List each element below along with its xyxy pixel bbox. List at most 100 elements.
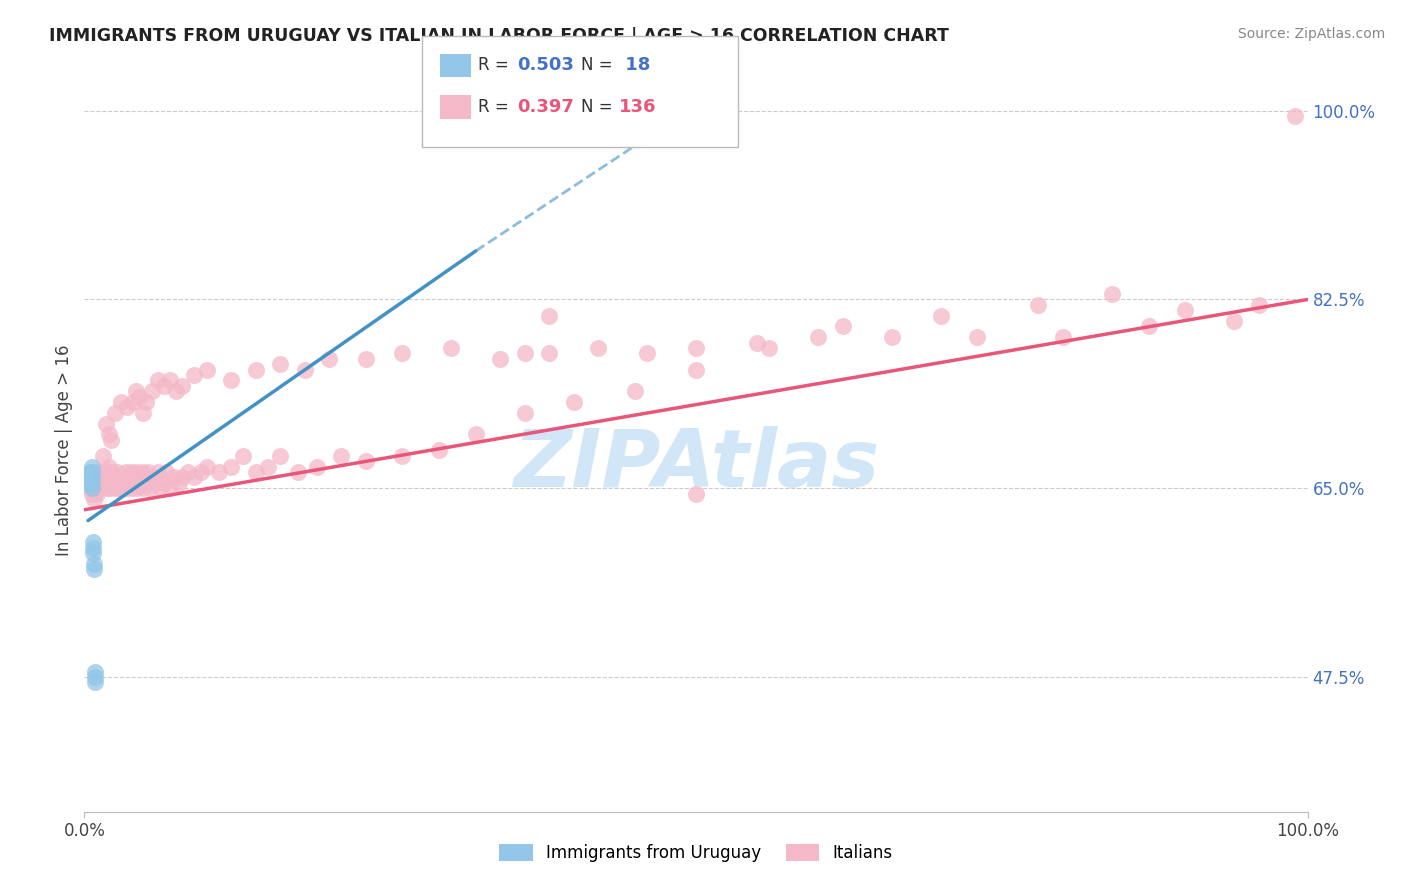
Point bbox=[121, 481, 143, 495]
Point bbox=[100, 433, 122, 447]
Point bbox=[685, 341, 707, 355]
Point bbox=[136, 465, 159, 479]
Point bbox=[929, 309, 952, 323]
Point bbox=[143, 475, 166, 490]
Point bbox=[100, 470, 122, 484]
Point bbox=[103, 470, 125, 484]
Point bbox=[115, 401, 138, 415]
Point bbox=[880, 330, 903, 344]
Point bbox=[97, 459, 120, 474]
Point bbox=[80, 475, 103, 490]
Text: N =: N = bbox=[581, 56, 617, 74]
Point bbox=[1052, 330, 1074, 344]
Point bbox=[464, 427, 486, 442]
Point bbox=[153, 475, 176, 490]
Point bbox=[586, 341, 609, 355]
Point bbox=[91, 449, 114, 463]
Point bbox=[195, 459, 218, 474]
Point bbox=[101, 475, 124, 490]
Point bbox=[96, 465, 118, 479]
Point bbox=[80, 470, 103, 484]
Point bbox=[98, 481, 121, 495]
Point bbox=[122, 470, 145, 484]
Point bbox=[111, 481, 134, 495]
Point bbox=[232, 449, 254, 463]
Point bbox=[318, 351, 340, 366]
Point bbox=[83, 562, 105, 576]
Point bbox=[132, 406, 155, 420]
Point bbox=[562, 395, 585, 409]
Point bbox=[141, 384, 163, 399]
Y-axis label: In Labor Force | Age > 16: In Labor Force | Age > 16 bbox=[55, 344, 73, 557]
Point bbox=[354, 454, 377, 468]
Point bbox=[172, 378, 194, 392]
Text: ZIPAtlas: ZIPAtlas bbox=[513, 425, 879, 504]
Point bbox=[110, 395, 132, 409]
Point bbox=[294, 362, 316, 376]
Point bbox=[104, 481, 127, 495]
Point bbox=[129, 470, 152, 484]
Point bbox=[165, 384, 187, 399]
Point bbox=[79, 470, 101, 484]
Point bbox=[105, 470, 128, 484]
Point bbox=[124, 475, 146, 490]
Point bbox=[96, 470, 118, 484]
Point bbox=[287, 465, 309, 479]
Point bbox=[538, 109, 561, 123]
Point bbox=[93, 465, 115, 479]
Point bbox=[624, 384, 647, 399]
Point bbox=[82, 541, 104, 555]
Point bbox=[79, 465, 101, 479]
Point bbox=[167, 475, 190, 490]
Point bbox=[80, 465, 103, 479]
Point bbox=[87, 481, 110, 495]
Point bbox=[538, 346, 561, 360]
Point bbox=[155, 465, 177, 479]
Point bbox=[391, 346, 413, 360]
Point bbox=[122, 395, 145, 409]
Legend: Immigrants from Uruguay, Italians: Immigrants from Uruguay, Italians bbox=[492, 837, 900, 869]
Point bbox=[128, 390, 150, 404]
Point bbox=[77, 475, 100, 490]
Point bbox=[84, 665, 107, 679]
Point bbox=[135, 395, 157, 409]
Point bbox=[245, 362, 267, 376]
Point bbox=[97, 427, 120, 442]
Point bbox=[831, 319, 853, 334]
Point bbox=[86, 475, 108, 490]
Text: 18: 18 bbox=[619, 56, 650, 74]
Point bbox=[96, 417, 118, 431]
Point bbox=[159, 481, 181, 495]
Point bbox=[120, 465, 142, 479]
Point bbox=[82, 546, 104, 560]
Point bbox=[118, 475, 141, 490]
Point bbox=[183, 368, 205, 382]
Point bbox=[747, 335, 769, 350]
Point bbox=[807, 330, 830, 344]
Point bbox=[269, 449, 291, 463]
Point bbox=[305, 459, 328, 474]
Point bbox=[86, 486, 108, 500]
Point bbox=[79, 481, 101, 495]
Point bbox=[685, 362, 707, 376]
Point bbox=[538, 309, 561, 323]
Text: R =: R = bbox=[478, 56, 515, 74]
Text: 0.503: 0.503 bbox=[517, 56, 574, 74]
Point bbox=[758, 341, 780, 355]
Point bbox=[219, 459, 242, 474]
Point bbox=[93, 470, 115, 484]
Point bbox=[80, 481, 103, 495]
Point bbox=[87, 470, 110, 484]
Point bbox=[208, 465, 231, 479]
Point bbox=[91, 470, 114, 484]
Point bbox=[127, 470, 149, 484]
Point bbox=[636, 346, 658, 360]
Point bbox=[1137, 319, 1160, 334]
Point bbox=[107, 481, 129, 495]
Point bbox=[513, 346, 536, 360]
Point bbox=[219, 373, 242, 387]
Point bbox=[245, 465, 267, 479]
Point bbox=[513, 406, 536, 420]
Point bbox=[489, 351, 512, 366]
Point bbox=[115, 481, 138, 495]
